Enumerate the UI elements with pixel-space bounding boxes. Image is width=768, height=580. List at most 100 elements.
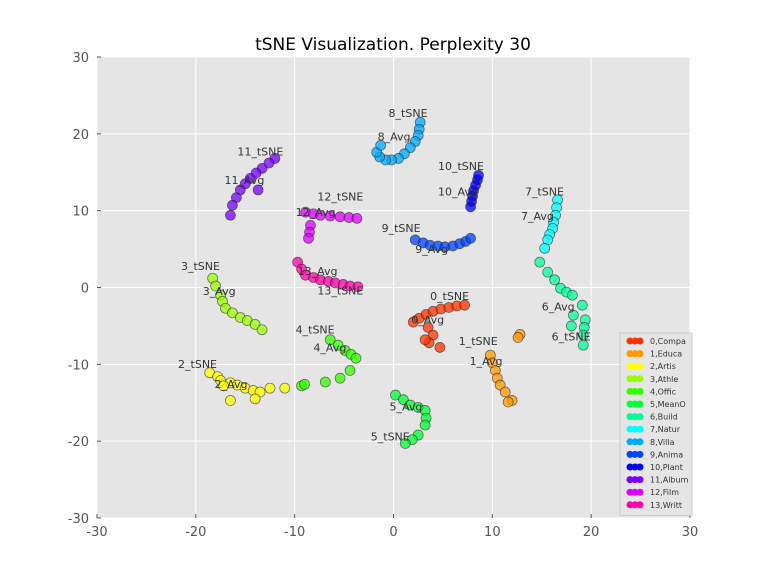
legend-marker bbox=[631, 501, 639, 509]
legend-marker bbox=[626, 425, 634, 433]
data-point bbox=[299, 378, 310, 390]
legend-marker bbox=[636, 387, 644, 395]
x-tick-label: -10 bbox=[284, 525, 305, 540]
annotation-label: 10_tSNE bbox=[438, 160, 484, 173]
data-point bbox=[256, 324, 268, 336]
series-9 bbox=[409, 232, 476, 253]
legend-label: 11,Album bbox=[650, 476, 689, 485]
legend-marker bbox=[636, 413, 644, 421]
data-point bbox=[419, 334, 431, 346]
annotation-label: 8_Avg bbox=[378, 131, 411, 144]
legend-marker bbox=[636, 350, 644, 358]
annotation-label: 11_Avg bbox=[224, 174, 264, 187]
annotation-label: 6_tSNE bbox=[552, 331, 591, 344]
legend-marker bbox=[626, 450, 634, 458]
annotation-label: 4_tSNE bbox=[296, 324, 335, 337]
y-tick-label: -30 bbox=[68, 512, 89, 527]
annotation-label: 1_Avg bbox=[470, 355, 503, 368]
annotation-label: 10_Avg bbox=[438, 185, 478, 198]
x-tick-label: -20 bbox=[185, 525, 206, 540]
data-point bbox=[566, 320, 577, 332]
data-point bbox=[351, 212, 363, 224]
data-point bbox=[344, 365, 356, 376]
legend-marker bbox=[626, 501, 634, 509]
legend-label: 10,Plant bbox=[650, 463, 683, 472]
data-point bbox=[499, 386, 511, 398]
legend-label: 8,Villa bbox=[650, 438, 675, 447]
legend-marker bbox=[631, 450, 639, 458]
legend-marker bbox=[626, 387, 634, 395]
annotation-label: 3_Avg bbox=[203, 285, 236, 298]
annotation-label: 11_tSNE bbox=[237, 145, 283, 158]
y-tick-label: 30 bbox=[72, 51, 89, 66]
annotation-label: 8_tSNE bbox=[389, 107, 428, 120]
legend-label: 7,Natur bbox=[650, 425, 681, 434]
annotations: 0_tSNE 0_Avg 1_tSNE 1_Avg 2_tSNE 2_Avg 3_tSNE 3… bbox=[178, 107, 591, 443]
annotation-label: 1_tSNE bbox=[459, 335, 498, 348]
data-point bbox=[465, 201, 476, 213]
data-point bbox=[334, 211, 346, 223]
legend-marker bbox=[631, 400, 639, 408]
data-point bbox=[319, 376, 331, 388]
axis-ticks: -30 -20 -10 0 10 20 30 -30 -20 -10 0 10 20 30 bbox=[68, 51, 699, 540]
annotation-label: 2_tSNE bbox=[178, 358, 217, 371]
series-2 bbox=[204, 367, 291, 406]
data-point bbox=[566, 289, 578, 301]
legend-label: 2,Artis bbox=[650, 362, 676, 371]
legend-marker bbox=[631, 337, 639, 345]
data-point bbox=[218, 380, 229, 392]
data-point bbox=[303, 232, 314, 244]
x-tick-label: 20 bbox=[583, 525, 600, 540]
data-point bbox=[227, 199, 238, 211]
data-point bbox=[375, 139, 387, 151]
legend-marker bbox=[636, 337, 644, 345]
series-1 bbox=[484, 328, 526, 408]
series-8 bbox=[371, 116, 426, 166]
legend-marker bbox=[631, 438, 639, 446]
x-tick-label: 30 bbox=[682, 525, 699, 540]
series-3 bbox=[207, 272, 268, 336]
series-5 bbox=[390, 389, 432, 449]
legend-marker bbox=[631, 362, 639, 370]
data-point bbox=[279, 382, 291, 394]
series-6 bbox=[534, 256, 591, 351]
annotation-label: 6_Avg bbox=[542, 301, 575, 314]
annotation-label: 7_Avg bbox=[521, 210, 554, 223]
data-point bbox=[249, 393, 261, 405]
legend-marker bbox=[626, 413, 634, 421]
data-point bbox=[539, 242, 551, 254]
legend-label: 1,Educa bbox=[650, 350, 682, 359]
legend-label: 12,Film bbox=[650, 488, 679, 497]
series-0 bbox=[407, 299, 471, 353]
annotation-label: 4_Avg bbox=[313, 341, 346, 354]
data-point bbox=[334, 372, 346, 384]
y-tick-label: 20 bbox=[72, 128, 89, 143]
legend-marker bbox=[626, 337, 634, 345]
legend-label: 9,Anima bbox=[650, 450, 683, 459]
legend-marker bbox=[636, 362, 644, 370]
annotation-label: 0_tSNE bbox=[430, 290, 469, 303]
data-point bbox=[434, 342, 446, 353]
legend-marker bbox=[631, 413, 639, 421]
data-point bbox=[502, 396, 514, 408]
legend-marker bbox=[631, 375, 639, 383]
data-point bbox=[512, 332, 524, 343]
y-tick-label: -20 bbox=[68, 435, 89, 450]
y-tick-label: 10 bbox=[72, 205, 89, 220]
annotation-label: 3_tSNE bbox=[181, 260, 220, 273]
annotation-label: 2_Avg bbox=[215, 378, 248, 391]
x-tick-label: 0 bbox=[389, 525, 397, 540]
annotation-label: 9_Avg bbox=[415, 243, 448, 256]
legend-marker bbox=[631, 488, 639, 496]
annotation-label: 5_tSNE bbox=[371, 430, 410, 443]
legend-marker bbox=[626, 400, 634, 408]
legend-marker bbox=[636, 438, 644, 446]
legend-marker bbox=[631, 350, 639, 358]
annotation-label: 5_Avg bbox=[390, 400, 423, 413]
data-point bbox=[465, 232, 476, 244]
legend-marker bbox=[636, 476, 644, 484]
data-point bbox=[225, 395, 236, 406]
series-7 bbox=[539, 194, 563, 254]
legend-marker bbox=[636, 501, 644, 509]
series-4 bbox=[296, 334, 362, 392]
